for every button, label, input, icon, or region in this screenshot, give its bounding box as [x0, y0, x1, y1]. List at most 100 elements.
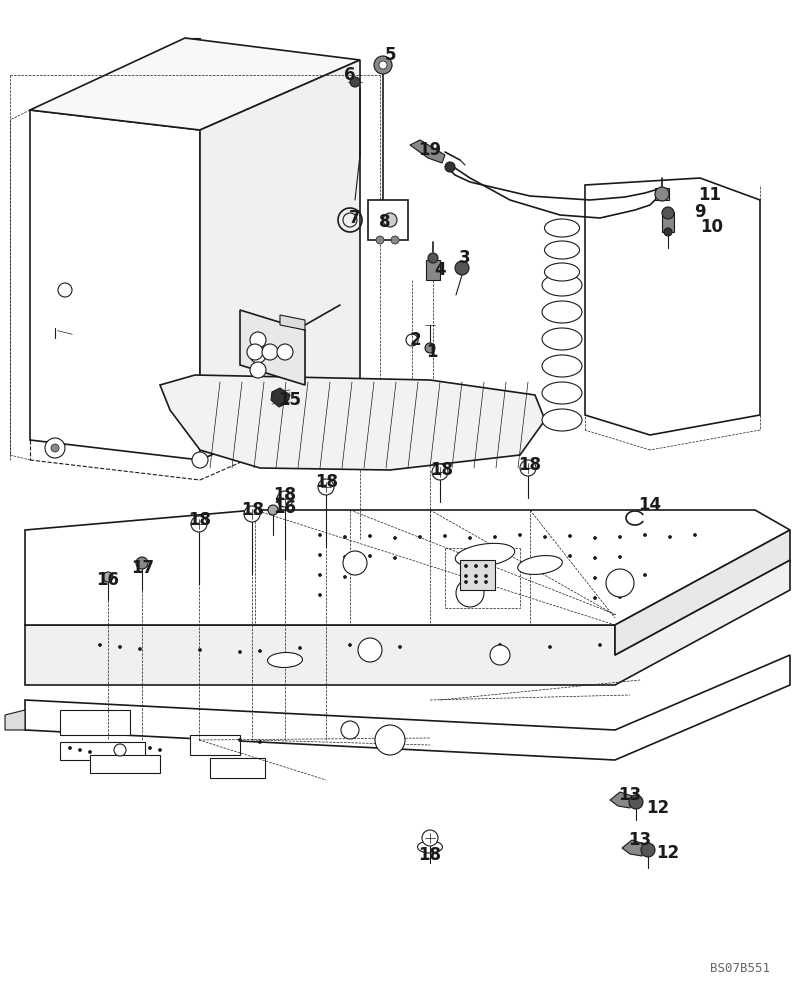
- Circle shape: [543, 556, 546, 558]
- Bar: [60, 742, 145, 760]
- Text: 10: 10: [701, 218, 723, 236]
- Text: 13: 13: [629, 831, 651, 849]
- Text: 13: 13: [618, 786, 642, 804]
- Circle shape: [569, 534, 571, 538]
- Polygon shape: [25, 510, 790, 625]
- Circle shape: [662, 207, 674, 219]
- Circle shape: [98, 644, 102, 647]
- Circle shape: [465, 564, 467, 568]
- Polygon shape: [655, 188, 669, 200]
- Text: 11: 11: [698, 186, 722, 204]
- Ellipse shape: [267, 652, 302, 668]
- Circle shape: [394, 536, 397, 540]
- Circle shape: [669, 536, 671, 538]
- Circle shape: [383, 213, 397, 227]
- Circle shape: [69, 746, 71, 750]
- Ellipse shape: [418, 841, 442, 853]
- Circle shape: [474, 564, 478, 568]
- Circle shape: [474, 580, 478, 584]
- Text: 1: 1: [426, 343, 438, 361]
- Polygon shape: [200, 60, 360, 460]
- Text: 18: 18: [518, 456, 542, 474]
- Circle shape: [149, 746, 151, 750]
- Polygon shape: [5, 710, 25, 730]
- Circle shape: [343, 556, 346, 558]
- Circle shape: [494, 536, 497, 538]
- Circle shape: [89, 750, 91, 754]
- Text: 12: 12: [657, 844, 679, 862]
- Text: 18: 18: [242, 501, 265, 519]
- Circle shape: [343, 576, 346, 578]
- Circle shape: [432, 464, 448, 480]
- Circle shape: [594, 596, 597, 599]
- Circle shape: [394, 556, 397, 560]
- Ellipse shape: [542, 301, 582, 323]
- Circle shape: [618, 536, 622, 538]
- Polygon shape: [25, 560, 790, 685]
- Circle shape: [158, 748, 162, 752]
- Circle shape: [694, 534, 697, 536]
- Circle shape: [594, 556, 597, 560]
- Circle shape: [247, 344, 263, 360]
- Circle shape: [618, 595, 622, 598]
- Ellipse shape: [542, 409, 582, 431]
- Circle shape: [485, 574, 487, 578]
- Text: 4: 4: [434, 261, 446, 279]
- Circle shape: [474, 574, 478, 578]
- Circle shape: [518, 534, 522, 536]
- Circle shape: [198, 648, 202, 652]
- Circle shape: [594, 576, 597, 580]
- Polygon shape: [410, 140, 445, 163]
- Circle shape: [490, 645, 510, 665]
- Text: 16: 16: [274, 499, 297, 517]
- Ellipse shape: [542, 274, 582, 296]
- Circle shape: [136, 557, 148, 569]
- Circle shape: [520, 460, 536, 476]
- Polygon shape: [280, 315, 305, 330]
- Circle shape: [391, 236, 399, 244]
- Circle shape: [598, 644, 602, 647]
- Circle shape: [192, 452, 208, 468]
- Circle shape: [498, 644, 502, 647]
- Circle shape: [318, 574, 322, 576]
- Ellipse shape: [518, 556, 562, 574]
- Circle shape: [369, 554, 371, 558]
- Circle shape: [629, 795, 643, 809]
- Circle shape: [485, 580, 487, 584]
- Circle shape: [618, 576, 622, 578]
- Circle shape: [655, 187, 669, 201]
- Polygon shape: [610, 792, 632, 808]
- Text: 19: 19: [418, 141, 442, 159]
- Circle shape: [455, 261, 469, 275]
- Circle shape: [643, 534, 646, 536]
- Circle shape: [250, 347, 266, 363]
- Polygon shape: [585, 178, 760, 435]
- Text: 18: 18: [274, 486, 297, 504]
- Text: 5: 5: [384, 46, 396, 64]
- Text: 8: 8: [379, 213, 390, 231]
- Circle shape: [374, 56, 392, 74]
- Polygon shape: [160, 375, 545, 470]
- Circle shape: [398, 646, 402, 648]
- Bar: [460, 560, 495, 590]
- Circle shape: [262, 344, 278, 360]
- Circle shape: [277, 344, 293, 360]
- Circle shape: [664, 228, 672, 236]
- Polygon shape: [25, 655, 790, 760]
- Text: 9: 9: [694, 203, 706, 221]
- Circle shape: [643, 574, 646, 576]
- Circle shape: [114, 744, 126, 756]
- Text: 2: 2: [409, 331, 421, 349]
- Circle shape: [469, 536, 471, 540]
- Circle shape: [318, 593, 322, 596]
- Circle shape: [641, 843, 655, 857]
- Circle shape: [341, 721, 359, 739]
- Circle shape: [349, 644, 351, 647]
- Circle shape: [103, 572, 113, 582]
- Circle shape: [191, 516, 207, 532]
- Bar: [190, 735, 240, 755]
- Bar: [210, 758, 265, 778]
- Circle shape: [258, 650, 262, 652]
- Circle shape: [445, 162, 455, 172]
- Text: 3: 3: [459, 249, 471, 267]
